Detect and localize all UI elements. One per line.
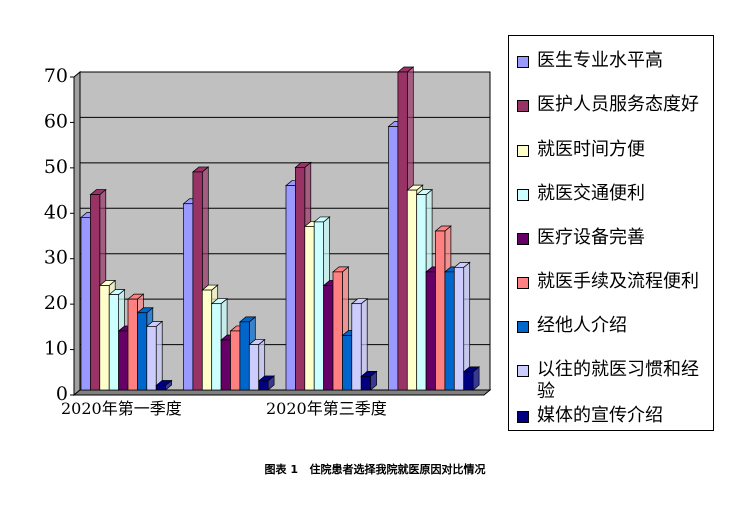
legend-item: 就医交通便利 (517, 183, 713, 205)
y-tick-label: 10 (44, 338, 68, 360)
caption: 图表 1 住院患者选择我院就医原因对比情况 (0, 461, 750, 477)
legend-swatch (517, 365, 529, 377)
bar (258, 380, 269, 391)
bar (416, 194, 427, 391)
y-tick-label: 30 (44, 247, 68, 269)
y-tick-label: 60 (44, 110, 68, 132)
y-tick-label: 20 (44, 292, 68, 314)
legend-swatch (517, 411, 529, 423)
left-wall (73, 70, 81, 397)
bar (360, 376, 371, 391)
floor (72, 389, 492, 396)
bar (108, 294, 119, 391)
legend-item: 医护人员服务态度好 (517, 94, 713, 116)
y-tick-label: 70 (44, 65, 68, 87)
bar (99, 285, 110, 391)
bar (146, 326, 157, 391)
bar (397, 71, 408, 391)
legend-swatch (517, 321, 529, 333)
legend-swatch (517, 189, 529, 201)
bar (342, 335, 353, 391)
legend: 医生专业水平高医护人员服务态度好 就医时间方便 就医交通便利 医疗设备完善就医手续及流… (508, 35, 714, 431)
bar (323, 285, 334, 391)
bar (127, 298, 138, 391)
bar (155, 385, 166, 391)
bar (313, 221, 324, 391)
bar (118, 330, 129, 391)
legend-label: 医生专业水平高 (537, 50, 663, 71)
legend-item: 就医手续及流程便利 (517, 271, 713, 293)
y-tick-label: 50 (44, 156, 68, 178)
legend-swatch (517, 145, 529, 157)
bar (220, 339, 231, 391)
bar (183, 203, 194, 391)
legend-label: 医疗设备完善 (537, 227, 645, 248)
bar (90, 194, 101, 391)
legend-item: 医疗设备完善 (517, 227, 713, 249)
bar (406, 189, 418, 391)
legend-label: 以往的就医习惯和经验 (537, 359, 699, 402)
legend-swatch (517, 56, 529, 68)
legend-item: 经他人介绍 (517, 315, 713, 337)
legend-label: 就医手续及流程便利 (537, 271, 699, 292)
y-tick-label: 40 (44, 201, 68, 223)
legend-item: 以往的就医习惯和经验 (517, 359, 713, 403)
legend-label: 医护人员服务态度好 (537, 94, 699, 115)
bar (239, 321, 250, 391)
caption-label: 图表 1 (264, 463, 298, 476)
bar (295, 167, 306, 391)
bar (211, 303, 222, 391)
legend-label: 媒体的宣传介绍 (537, 405, 663, 426)
bar (463, 371, 474, 391)
legend-label: 就医时间方便 (537, 139, 645, 160)
legend-item: 就医时间方便 (517, 139, 713, 161)
x-tick-label: 2020年第三季度 (266, 399, 387, 418)
legend-item: 媒体的宣传介绍 (517, 405, 713, 427)
bar (230, 330, 241, 391)
legend-swatch (517, 277, 529, 289)
bar (201, 289, 213, 391)
legend-label: 经他人介绍 (537, 315, 627, 336)
x-tick-label: 2020年第一季度 (61, 399, 182, 418)
legend-item: 医生专业水平高 (517, 50, 713, 72)
bar (80, 217, 91, 391)
bar (285, 185, 296, 391)
legend-label: 就医交通便利 (537, 183, 645, 204)
bar (453, 266, 465, 391)
bar (248, 344, 260, 391)
bar (137, 312, 148, 391)
bar (192, 171, 203, 391)
bar (444, 271, 455, 391)
bar (388, 126, 399, 391)
caption-text: 住院患者选择我院就医原因对比情况 (309, 463, 486, 476)
bar (425, 271, 436, 391)
bar (435, 230, 446, 391)
bar (304, 226, 315, 391)
y-tick-label: 0 (56, 383, 68, 405)
bar (332, 271, 343, 391)
legend-swatch (517, 233, 529, 245)
bar (351, 303, 362, 391)
bar-side (155, 320, 163, 391)
legend-swatch (517, 100, 529, 112)
